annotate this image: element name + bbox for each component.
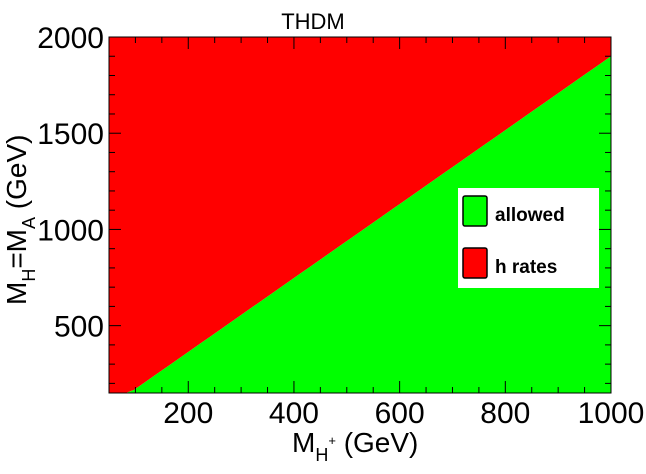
legend-swatch-h-rates [462,247,488,279]
y-ticks [109,36,611,384]
y-axis-title-p1: M [1,282,32,305]
plot-frame [108,36,612,394]
allowed-region [109,56,611,394]
x-tick-label: 600 [375,397,425,430]
legend-swatch-allowed [462,195,488,227]
x-axis-title-unit: (GeV) [336,427,418,458]
y-axis-title-unit: (GeV) [1,135,32,217]
x-axis-title-base: M [292,427,315,458]
x-tick-label: 400 [269,397,319,430]
y-tick-label: 1000 [37,214,104,247]
x-axis-title-sup: + [328,433,336,448]
y-axis-title-s1: H [19,269,39,282]
y-tick-label: 500 [54,311,104,344]
x-tick-label: 800 [480,397,530,430]
y-tick-label: 2000 [37,22,104,55]
h-rates-region [109,37,611,393]
x-axis-title: MH+ (GeV) [292,427,418,465]
x-axis-title-sub: H [315,445,328,465]
y-axis-title: MH=MA (GeV) [1,135,39,306]
legend: allowed h rates [458,188,599,288]
legend-entry-allowed: allowed [462,195,565,227]
y-axis-title-s2: A [19,217,39,229]
y-tick-labels: 500 1000 1500 2000 [37,22,104,344]
y-tick-label: 1500 [37,118,104,151]
x-tick-label: 200 [163,397,213,430]
legend-label-allowed: allowed [495,205,565,226]
legend-entry-h-rates: h rates [462,247,557,279]
chart-title: THDM [281,9,345,34]
x-tick-labels: 200 400 600 800 1000 [163,397,644,430]
y-axis-title-p2: =M [1,229,32,269]
x-tick-label: 1000 [578,397,645,430]
legend-label-h-rates: h rates [495,257,557,278]
